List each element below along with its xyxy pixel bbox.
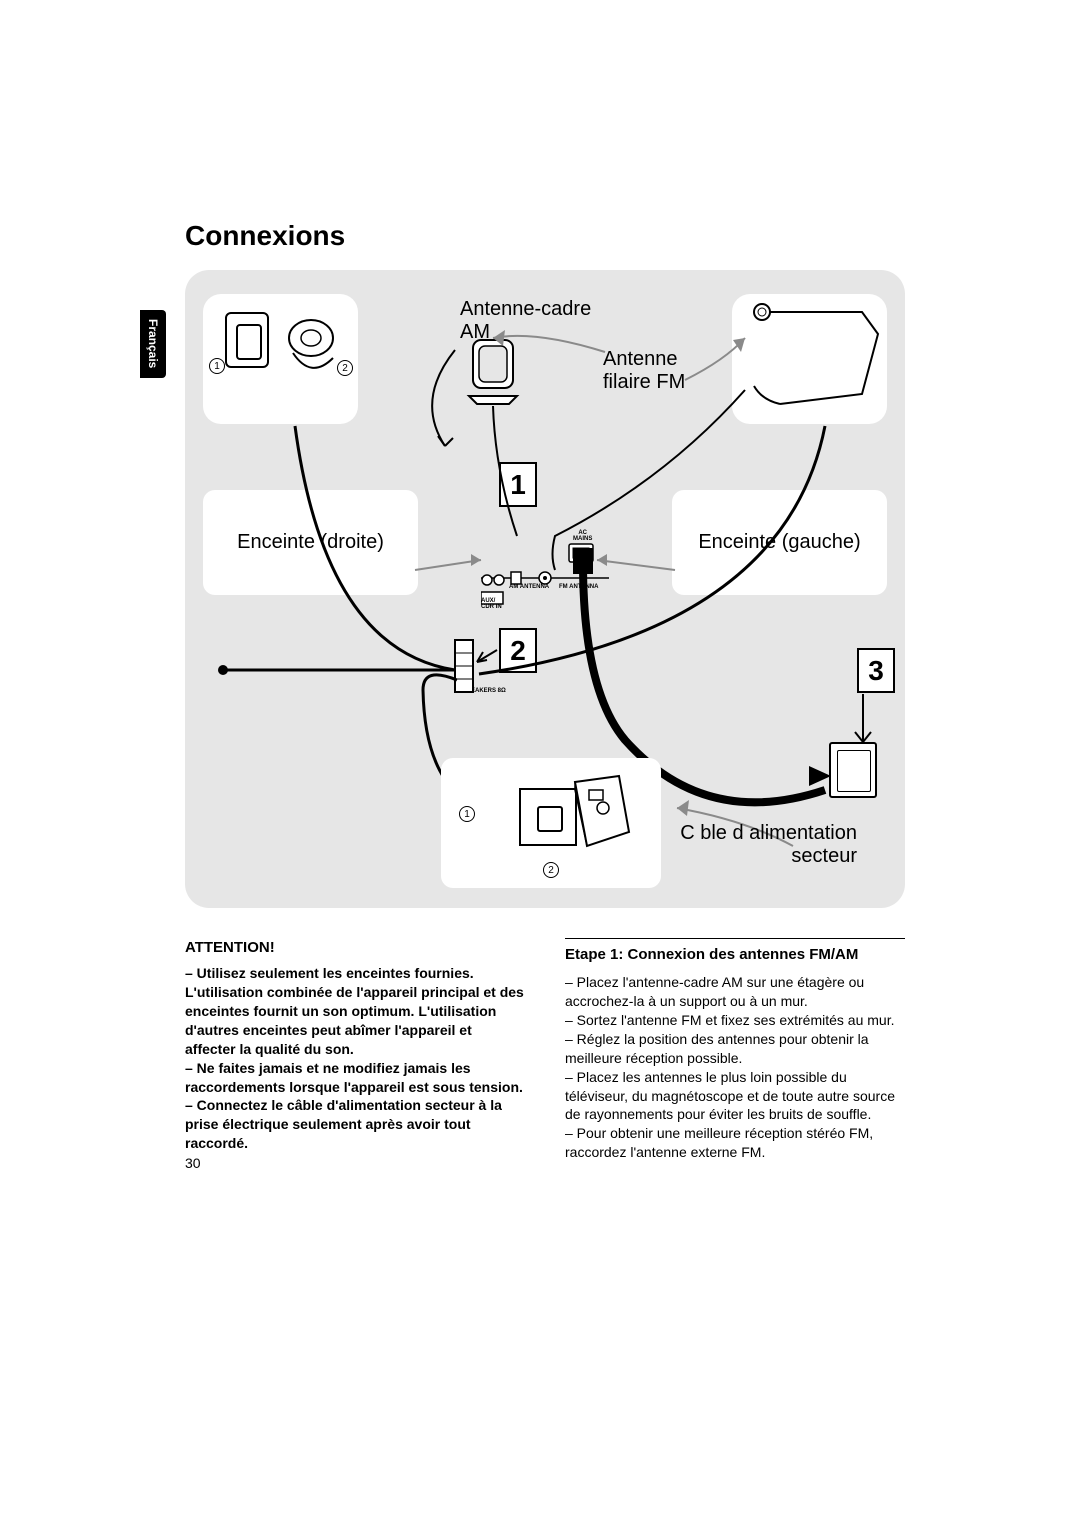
- rc-b2: – Sortez l'antenne FM et fixez ses extré…: [565, 1011, 905, 1030]
- attention-heading: ATTENTION!: [185, 938, 525, 958]
- sub-circle-2: 2: [543, 862, 559, 878]
- page-title: Connexions: [185, 220, 910, 252]
- right-column: Etape 1: Connexion des antennes FM/AM – …: [565, 938, 905, 1162]
- subwoofer-rear-icon: [569, 772, 639, 856]
- plug-arrow-icon: [809, 766, 831, 786]
- step1-heading: Etape 1: Connexion des antennes FM/AM: [565, 945, 905, 965]
- rc-b3: – Réglez la position des antennes pour o…: [565, 1030, 905, 1068]
- rc-b5: – Pour obtenir une meilleure réception s…: [565, 1124, 905, 1162]
- wall-outlet-icon: [829, 742, 877, 798]
- subwoofer-box: 1 2: [441, 758, 661, 888]
- attention-p1: – Utilisez seulement les enceintes fourn…: [185, 964, 525, 1058]
- left-column: ATTENTION! – Utilisez seulement les ence…: [185, 938, 525, 1162]
- power-cable-label: C ble d alimentation secteur: [680, 822, 857, 868]
- page-number: 30: [185, 1155, 201, 1171]
- connection-diagram: 1 2 Antenne-cadre AM: [185, 270, 905, 908]
- page-content: Connexions 1 2: [185, 220, 910, 1162]
- sub-circle-1: 1: [459, 806, 475, 822]
- attention-p3: – Connectez le câble d'alimentation sect…: [185, 1096, 525, 1153]
- section-rule: [565, 938, 905, 939]
- rc-b1: – Placez l'antenne-cadre AM sur une étag…: [565, 973, 905, 1011]
- language-tab: Français: [140, 310, 166, 378]
- rc-b4: – Placez les antennes le plus loin possi…: [565, 1068, 905, 1125]
- attention-p2: – Ne faites jamais et ne modifiez jamais…: [185, 1059, 525, 1097]
- text-columns: ATTENTION! – Utilisez seulement les ence…: [185, 938, 905, 1162]
